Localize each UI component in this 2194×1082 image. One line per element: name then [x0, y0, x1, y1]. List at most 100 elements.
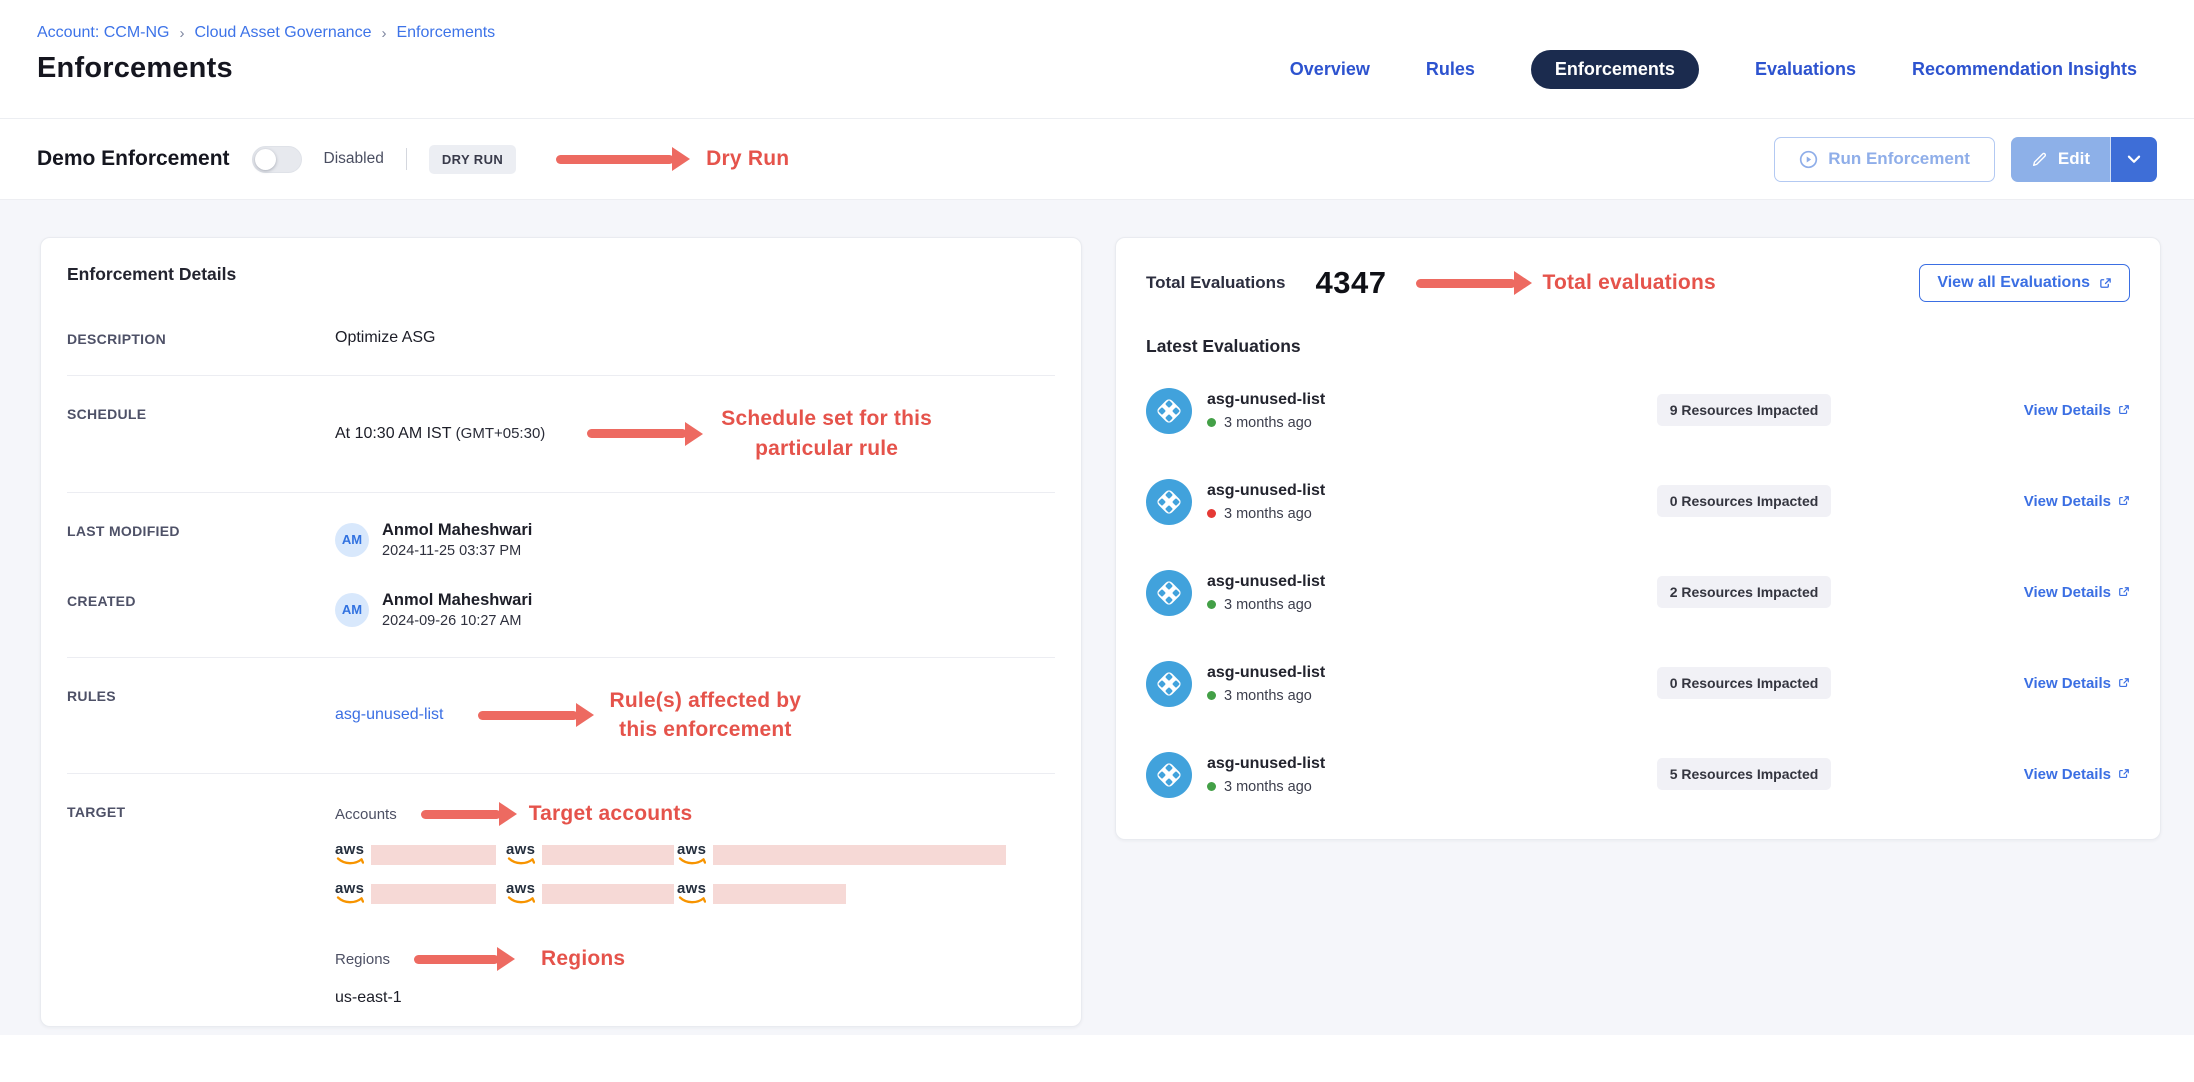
- impact-cell: 2 Resources Impacted: [1594, 575, 1894, 608]
- external-link-icon: [2119, 587, 2129, 597]
- evaluation-row: asg-unused-list 3 months ago 5 Resources…: [1146, 729, 2130, 820]
- schedule-timezone: (GMT+05:30): [455, 424, 546, 442]
- aws-logo: aws: [335, 881, 364, 905]
- view-details-link[interactable]: View Details: [2024, 584, 2130, 601]
- view-details-link[interactable]: View Details: [2024, 402, 2130, 419]
- annotation-arrow-accounts: [420, 809, 501, 819]
- view-all-evaluations-label: View all Evaluations: [1937, 274, 2090, 291]
- edit-dropdown-button[interactable]: [2111, 136, 2157, 182]
- region-value: us-east-1: [335, 989, 402, 1007]
- play-icon: [1799, 150, 1818, 169]
- page-title: Enforcements: [37, 52, 233, 84]
- evaluation-time-row: 3 months ago: [1207, 415, 1325, 431]
- aws-smile-icon: [678, 857, 706, 865]
- evaluation-rule-name: asg-unused-list: [1207, 754, 1326, 772]
- aws-logo: aws: [677, 881, 706, 905]
- status-dot: [1207, 600, 1216, 609]
- asg-rule-icon: [1146, 387, 1192, 434]
- latest-evaluations-title: Latest Evaluations: [1146, 336, 1301, 356]
- last-modified-label: LAST MODIFIED: [67, 522, 180, 539]
- tab-recommendation-insights[interactable]: Recommendation Insights: [1911, 59, 2137, 79]
- annotation-schedule: Schedule set for this particular rule: [721, 404, 932, 464]
- target-row: TARGET Accounts Target accounts aws: [67, 773, 1055, 1035]
- resources-impacted-badge: 0 Resources Impacted: [1656, 484, 1832, 517]
- status-dot: [1207, 418, 1216, 427]
- aws-account-item: aws: [335, 842, 506, 866]
- status-dot: [1207, 782, 1216, 791]
- aws-logo-text: aws: [677, 880, 707, 898]
- annotation-schedule-line2: particular rule: [755, 436, 899, 460]
- breadcrumb-enforcements-link[interactable]: Enforcements: [396, 24, 496, 41]
- view-details-cell: View Details: [1894, 584, 2130, 602]
- annotation-total-evaluations: Total evaluations: [1542, 271, 1716, 294]
- breadcrumb-governance-link[interactable]: Cloud Asset Governance: [194, 24, 372, 41]
- view-all-evaluations-button[interactable]: View all Evaluations: [1919, 264, 2130, 302]
- main-content: Enforcement Details DESCRIPTION Optimize…: [0, 200, 2194, 1035]
- view-details-link[interactable]: View Details: [2024, 675, 2130, 692]
- view-details-link[interactable]: View Details: [2024, 493, 2130, 510]
- evaluation-rule-cell: asg-unused-list 3 months ago: [1146, 387, 1594, 434]
- description-value: Optimize ASG: [335, 329, 436, 346]
- tab-overview[interactable]: Overview: [1289, 59, 1370, 79]
- aws-logo-text: aws: [506, 880, 536, 898]
- aws-logo-text: aws: [677, 841, 707, 859]
- redacted-account-name: [713, 845, 1007, 866]
- external-link-icon: [2119, 769, 2129, 779]
- target-label: TARGET: [67, 804, 126, 821]
- rules-label: RULES: [67, 687, 116, 704]
- pencil-icon: [2031, 151, 2048, 168]
- evaluation-rule-cell: asg-unused-list 3 months ago: [1146, 569, 1594, 616]
- evaluation-rule-cell: asg-unused-list 3 months ago: [1146, 751, 1594, 798]
- schedule-row: SCHEDULE At 10:30 AM IST (GMT+05:30) Sch…: [67, 375, 1055, 492]
- page-header: Account: CCM-NG › Cloud Asset Governance…: [0, 0, 2194, 119]
- aws-smile-icon: [507, 857, 535, 865]
- tab-rules[interactable]: Rules: [1425, 59, 1475, 79]
- annotation-target-accounts: Target accounts: [528, 802, 693, 826]
- toolbar-actions: Run Enforcement Edit: [1774, 136, 2157, 182]
- annotation-arrow-dry-run: [556, 154, 675, 164]
- view-details-cell: View Details: [1894, 675, 2130, 693]
- aws-account-item: aws: [506, 881, 677, 905]
- avatar: AM: [335, 522, 369, 557]
- view-details-label: View Details: [2023, 583, 2111, 601]
- bottom-strip: [0, 1035, 2194, 1082]
- vertical-divider: [405, 148, 407, 170]
- tab-enforcements[interactable]: Enforcements: [1530, 50, 1699, 89]
- top-nav: Overview Rules Enforcements Evaluations …: [1290, 50, 2157, 89]
- enforcement-details-card: Enforcement Details DESCRIPTION Optimize…: [40, 237, 1082, 1027]
- evaluation-time: 3 months ago: [1224, 414, 1312, 431]
- external-link-icon: [2119, 678, 2129, 688]
- aws-logo-text: aws: [335, 880, 365, 898]
- view-details-link[interactable]: View Details: [2024, 766, 2130, 783]
- aws-logo: aws: [335, 842, 364, 866]
- description-label: DESCRIPTION: [67, 331, 166, 347]
- evaluation-row: asg-unused-list 3 months ago 0 Resources…: [1146, 456, 2130, 547]
- edit-label: Edit: [2057, 149, 2090, 168]
- breadcrumb-separator: ›: [381, 24, 387, 42]
- evaluations-header: Total Evaluations 4347 Total evaluations…: [1146, 264, 2130, 302]
- tab-evaluations[interactable]: Evaluations: [1754, 59, 1856, 79]
- evaluation-row: asg-unused-list 3 months ago 0 Resources…: [1146, 638, 2130, 729]
- aws-logo-text: aws: [506, 841, 536, 859]
- redacted-account-name: [371, 845, 497, 866]
- breadcrumb-account-link[interactable]: Account: CCM-NG: [37, 24, 170, 41]
- run-enforcement-label: Run Enforcement: [1828, 149, 1970, 168]
- impact-cell: 0 Resources Impacted: [1594, 484, 1894, 517]
- description-row: DESCRIPTION Optimize ASG: [67, 301, 1055, 375]
- enforcement-enabled-toggle[interactable]: [251, 145, 302, 173]
- evaluation-rule-name: asg-unused-list: [1207, 481, 1326, 499]
- last-modified-person: AM Anmol Maheshwari 2024-11-25 03:37 PM: [335, 521, 1055, 559]
- toggle-state-label: Disabled: [323, 150, 384, 167]
- schedule-value: At 10:30 AM IST: [335, 424, 452, 442]
- asg-rule-icon: [1146, 478, 1192, 525]
- evaluation-texts: asg-unused-list 3 months ago: [1207, 664, 1325, 704]
- evaluation-time-row: 3 months ago: [1207, 506, 1325, 522]
- view-details-label: View Details: [2023, 674, 2111, 692]
- edit-button[interactable]: Edit: [2010, 136, 2111, 182]
- impact-cell: 9 Resources Impacted: [1594, 393, 1894, 426]
- aws-logo: aws: [506, 881, 535, 905]
- status-dot: [1207, 509, 1216, 518]
- rule-link[interactable]: asg-unused-list: [335, 706, 444, 724]
- breadcrumb: Account: CCM-NG › Cloud Asset Governance…: [37, 24, 495, 42]
- run-enforcement-button[interactable]: Run Enforcement: [1774, 136, 1995, 182]
